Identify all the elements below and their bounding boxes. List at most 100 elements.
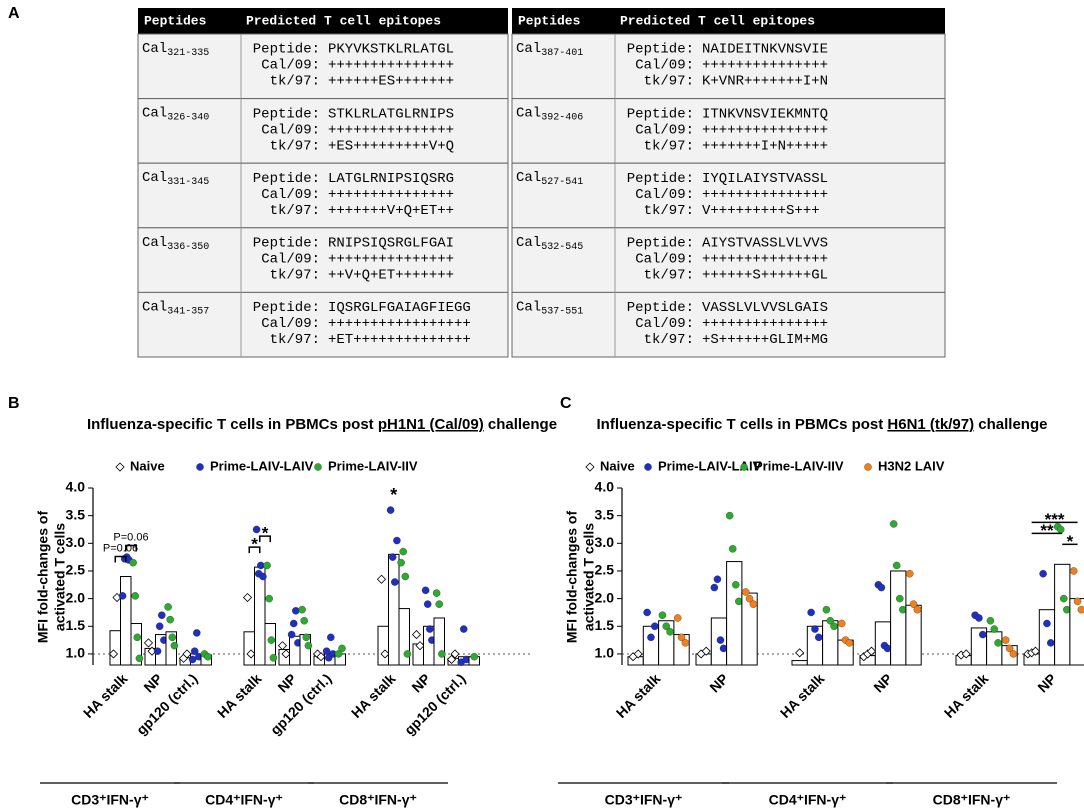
group-label: CD3⁺IFN-γ⁺ [71,792,149,808]
data-point [470,652,478,661]
bar [377,625,389,666]
y-tick-label: 3.5 [66,506,86,522]
y-tick-label: 2.5 [595,562,615,578]
data-point [815,633,823,642]
peptide-name: Cal321-335 [142,41,209,59]
name-base: Cal [516,170,541,186]
panel-label: C [560,395,572,412]
y-tick-label: 1.0 [66,645,86,661]
line-label: Cal/09: [261,252,320,268]
line-label: Peptide: [253,171,320,187]
table-row [137,98,509,164]
data-point [334,650,343,658]
x-tick-label: HA stalk [941,670,992,721]
name-base: Cal [516,105,541,121]
line-label: tk/97: [644,268,694,284]
data-point [193,629,201,637]
data-point [719,644,728,653]
name-base: Cal [142,105,167,121]
line-label: Cal/09: [635,122,694,138]
data-point [190,647,199,655]
data-point [866,646,877,656]
data-point [986,617,995,625]
data-point [735,597,743,606]
sequence: +++++++++++++++++ [328,316,471,332]
data-point [292,607,300,615]
data-point [745,594,754,603]
bar [398,608,410,666]
x-tick-label: NP [870,670,895,695]
data-point [376,574,387,584]
sequence: +++++++++++++++ [328,122,454,138]
data-point [386,506,395,514]
line-label: tk/97: [270,74,320,90]
sequence: +++++++++++++++ [328,58,454,74]
table-row [511,227,946,293]
data-point [1073,597,1082,606]
data-point [393,536,401,545]
data-point [164,603,172,611]
name-base: Cal [142,170,167,186]
y-tick-label: 1.5 [66,617,86,633]
data-point [257,561,265,570]
name-base: Cal [516,299,541,315]
data-point [658,611,667,619]
significance: *** [1045,510,1065,529]
data-point [432,589,441,597]
line-label: Peptide: [627,236,694,252]
bar [388,553,400,666]
peptide-name: Cal392-406 [516,105,583,123]
name-sub: 331-345 [167,177,209,188]
sequence: NAIDEITNKVNSVIE [702,42,828,58]
data-point [188,655,197,664]
data-point [265,594,273,603]
bar [264,623,276,666]
line-label: Cal/09: [635,252,694,268]
sequence: RNIPSIQSRGLFGAI [328,236,454,252]
bar [1054,563,1071,666]
bar [890,570,907,666]
name-sub: 537-551 [541,306,583,317]
data-point [662,622,671,631]
significance: * [390,485,397,505]
table-row [137,33,509,100]
data-point [795,648,805,658]
sequence: +++++++++++++++ [328,252,454,268]
data-point [267,636,276,644]
legend-label: Prime-LAIV-LAIV [210,458,314,473]
group-label: CD8⁺IFN-γ⁺ [339,792,417,808]
data-point [1063,605,1071,614]
y-tick-label: 2.0 [595,589,615,605]
data-point [811,625,819,633]
legend-marker [196,463,204,471]
peptide-name: Cal527-541 [516,170,583,188]
bar [243,631,255,666]
y-tick-label: 4.0 [66,479,86,495]
data-point [710,583,719,592]
data-point [807,608,815,617]
data-point [277,641,288,651]
sequence: V+++++++++S+++ [702,203,820,219]
legend-label: H3N2 LAIV [878,458,945,473]
data-point [716,636,725,644]
significance-bracket [248,546,261,554]
data-point [728,545,737,553]
data-point [415,641,425,651]
data-point [701,646,711,656]
data-point [822,605,831,614]
bar [741,592,758,666]
significance-bracket [259,535,271,543]
data-point [108,649,119,659]
data-point [892,561,901,570]
y-axis-label: MFI fold-changes of [35,511,51,644]
sequence: +++++++V+Q+ET++ [328,203,454,219]
name-sub: 527-541 [541,177,583,188]
data-point [204,652,212,661]
y-tick-label: 1.5 [595,617,615,633]
data-point [298,605,306,614]
legend-marker [864,463,872,471]
legend-label: Naive [600,458,635,473]
data-point [749,600,758,608]
legend-label: Prime-LAIV-IIV [754,458,844,473]
sequence: +++++++++++++++ [702,122,828,138]
